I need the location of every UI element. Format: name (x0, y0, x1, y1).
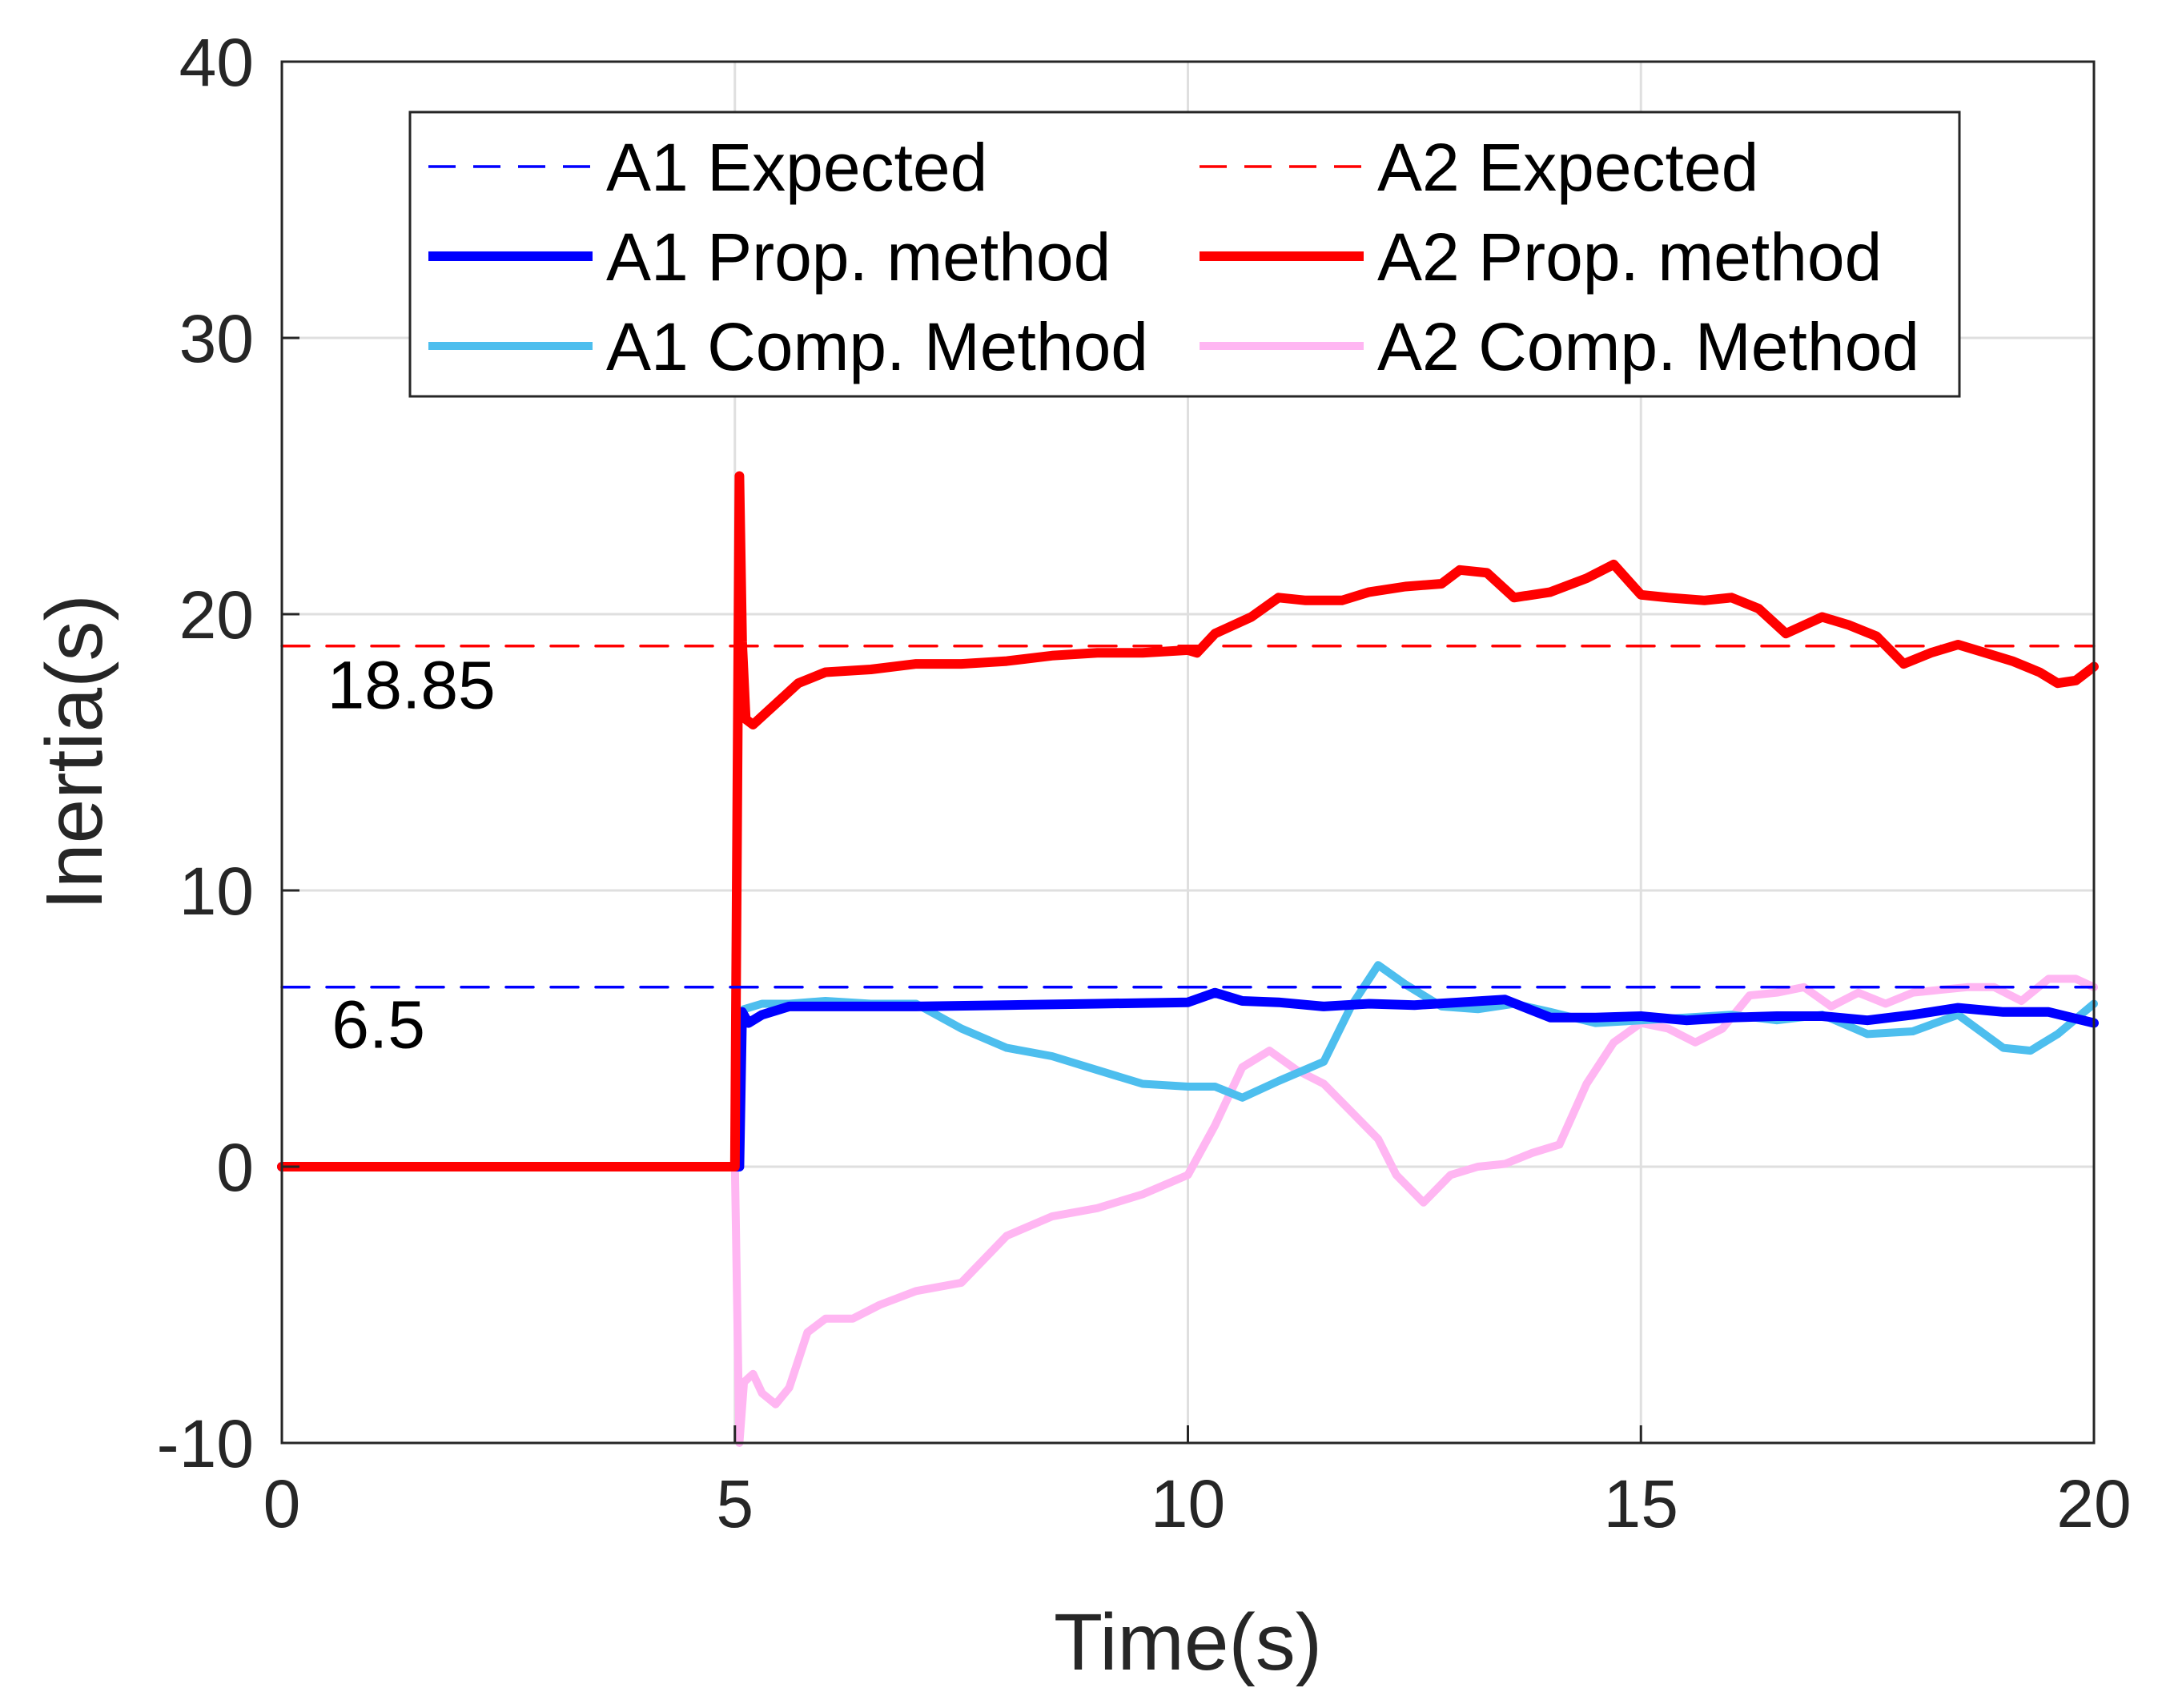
x-axis-label: Time(s) (1054, 1597, 1322, 1687)
y-tick-label: 20 (179, 577, 254, 653)
series-line-a2-comp-method (730, 975, 2098, 1447)
x-tick-label: 20 (2056, 1466, 2131, 1541)
value-annotation: 6.5 (332, 987, 425, 1063)
legend: A1 Expected A2 Expected A1 Prop. method A2 … (408, 111, 1961, 398)
legend-label: A1 Comp. Method (606, 309, 1148, 384)
x-tick-label: 0 (263, 1466, 301, 1541)
y-tick-label: 40 (179, 25, 254, 100)
legend-label: A2 Prop. method (1377, 219, 1882, 295)
legend-label: A1 Expected (606, 130, 987, 205)
series-line-a2-prop-method (277, 471, 2099, 1171)
legend-box (408, 111, 1961, 398)
series-line-a1-prop-method (277, 987, 2099, 1171)
legend-label: A1 Prop. method (606, 219, 1111, 295)
series-layer (277, 471, 2099, 1447)
y-tick-label: -10 (157, 1406, 254, 1481)
y-tick-label: 10 (179, 854, 254, 929)
x-tick-label: 15 (1604, 1466, 1678, 1541)
legend-label: A2 Comp. Method (1377, 309, 1919, 384)
y-tick-label: 30 (179, 301, 254, 376)
legend-label: A2 Expected (1377, 130, 1758, 205)
annotations: 18.85 6.5 (328, 647, 496, 1062)
value-annotation: 18.85 (328, 647, 496, 722)
x-tick-label: 5 (716, 1466, 753, 1541)
y-axis-label: Inertia(s) (30, 594, 119, 910)
y-tick-label: 0 (216, 1130, 254, 1205)
x-tick-label: 10 (1151, 1466, 1225, 1541)
